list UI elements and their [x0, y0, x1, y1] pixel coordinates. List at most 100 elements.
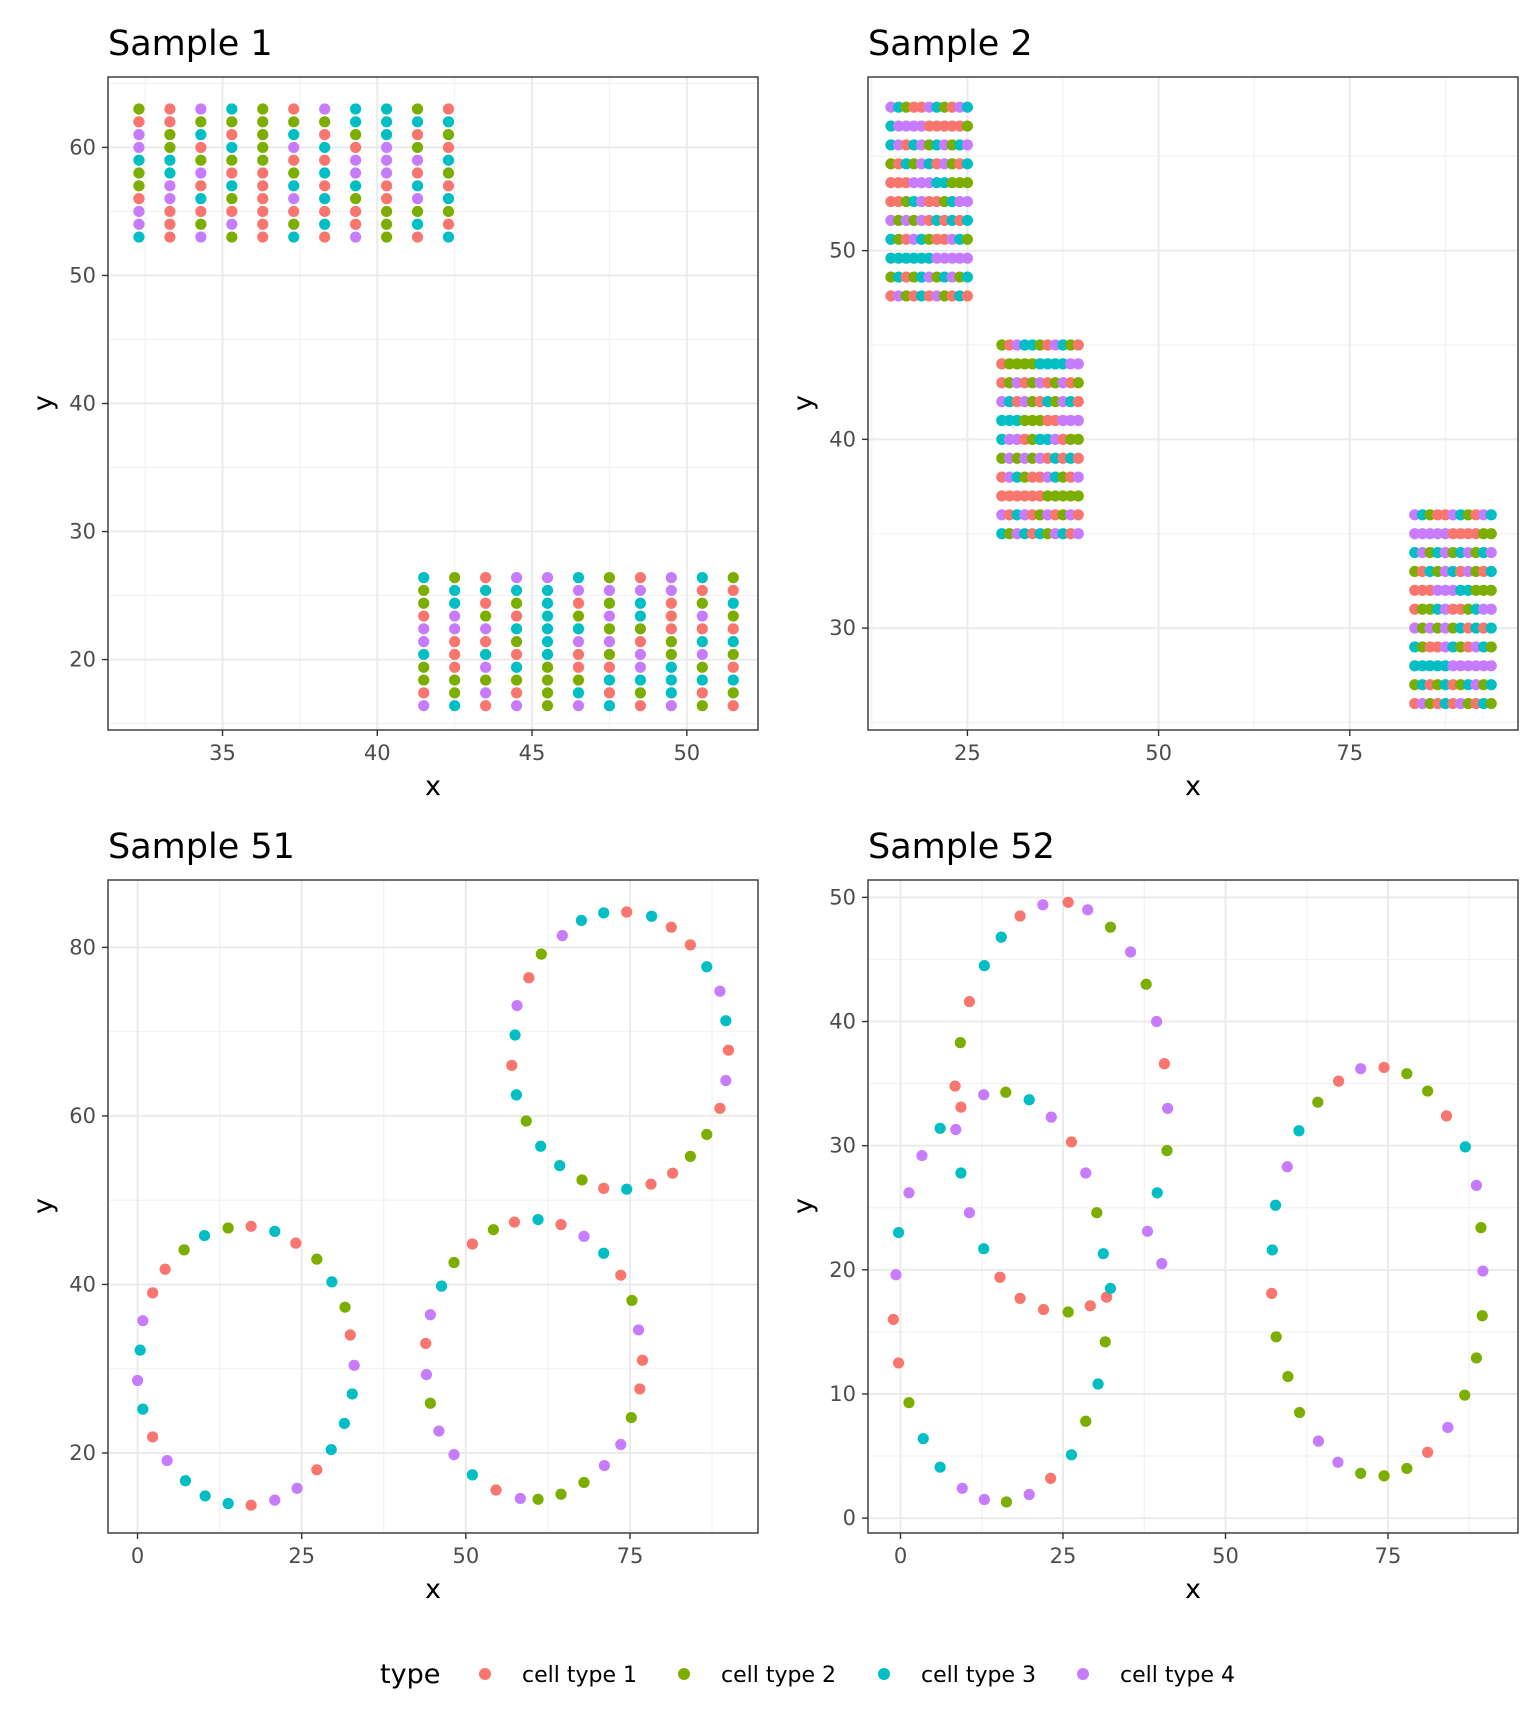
data-point [1000, 1496, 1013, 1508]
y-axis-title: y [788, 1198, 819, 1214]
data-point [1045, 1111, 1057, 1123]
data-point [411, 154, 424, 166]
data-point [195, 129, 207, 141]
data-point [714, 985, 726, 997]
data-point [961, 252, 974, 264]
legend-entry: cell type 3 [878, 1663, 1036, 1688]
data-point [541, 584, 554, 597]
data-point [1332, 1456, 1344, 1468]
data-point [1475, 1222, 1487, 1234]
data-point [556, 930, 568, 942]
data-point [727, 584, 739, 597]
data-point [634, 648, 646, 661]
data-point [961, 195, 974, 208]
data-point [418, 674, 430, 686]
data-point [418, 584, 430, 597]
data-point [133, 218, 145, 230]
data-point [523, 972, 535, 984]
data-point [572, 584, 585, 597]
data-point [572, 572, 585, 584]
data-point [510, 700, 523, 712]
data-point [576, 1174, 588, 1186]
data-point [508, 1216, 521, 1228]
x-tick-label: 40 [364, 741, 391, 765]
data-point [603, 636, 616, 648]
y-tick-label: 60 [69, 135, 96, 159]
data-point [164, 154, 176, 166]
data-point [449, 661, 461, 673]
data-point [319, 141, 331, 154]
data-point [665, 661, 677, 673]
panel-title: Sample 1 [108, 24, 273, 64]
data-point [963, 1207, 976, 1219]
data-point [1037, 1303, 1050, 1316]
data-point [195, 141, 207, 154]
data-point [572, 674, 585, 686]
data-point [269, 1494, 281, 1506]
data-point [269, 1225, 281, 1237]
data-point [572, 687, 585, 699]
data-point [159, 1263, 171, 1275]
data-point [418, 572, 430, 584]
data-point [195, 116, 207, 128]
data-point [1281, 1161, 1293, 1173]
data-point [727, 648, 739, 661]
data-point [164, 141, 176, 154]
legend: type cell type 1 cell type 2 cell type 3… [380, 1659, 1235, 1690]
data-point [510, 610, 523, 622]
data-point [634, 636, 646, 648]
data-point [319, 116, 331, 128]
data-point [963, 996, 976, 1008]
data-point [934, 1461, 946, 1473]
data-point [288, 116, 300, 128]
data-point [325, 1443, 337, 1456]
data-point [411, 218, 424, 230]
data-point [319, 180, 331, 192]
data-point [1378, 1470, 1390, 1482]
x-tick-label: 75 [617, 1544, 644, 1568]
data-point [222, 1222, 234, 1234]
data-point [339, 1301, 351, 1313]
data-point [1485, 622, 1497, 634]
data-point [634, 700, 646, 712]
y-tick-label: 20 [69, 1441, 96, 1465]
data-point [350, 116, 362, 128]
data-point [380, 141, 393, 154]
data-point [137, 1403, 149, 1415]
data-point [890, 1269, 902, 1281]
data-point [480, 648, 492, 661]
x-tick-label: 0 [894, 1544, 907, 1568]
data-point [319, 154, 331, 166]
data-point [1072, 528, 1084, 540]
data-point [164, 231, 176, 243]
data-point [961, 120, 974, 132]
data-point [449, 648, 461, 661]
data-point [511, 999, 523, 1012]
data-point [950, 1123, 962, 1136]
data-point [380, 231, 393, 243]
data-point [1072, 452, 1084, 464]
data-point [350, 205, 362, 218]
data-point [442, 167, 455, 179]
data-point [1104, 921, 1117, 933]
data-point [541, 572, 554, 584]
data-point [722, 1044, 735, 1056]
data-point [380, 116, 393, 128]
data-point [350, 193, 362, 205]
data-point [632, 1324, 645, 1336]
data-point [257, 231, 269, 243]
data-point [466, 1469, 478, 1481]
y-tick-label: 50 [69, 263, 96, 287]
data-point [133, 193, 145, 205]
data-point [634, 597, 646, 609]
data-point [449, 610, 461, 622]
data-point [665, 687, 677, 699]
data-point [994, 1271, 1006, 1283]
data-point [961, 139, 974, 151]
data-point [665, 572, 677, 584]
data-point [1023, 1488, 1035, 1501]
legend-key [479, 1668, 491, 1680]
y-tick-label: 0 [843, 1506, 856, 1530]
data-point [164, 218, 176, 230]
data-point [290, 1237, 302, 1249]
